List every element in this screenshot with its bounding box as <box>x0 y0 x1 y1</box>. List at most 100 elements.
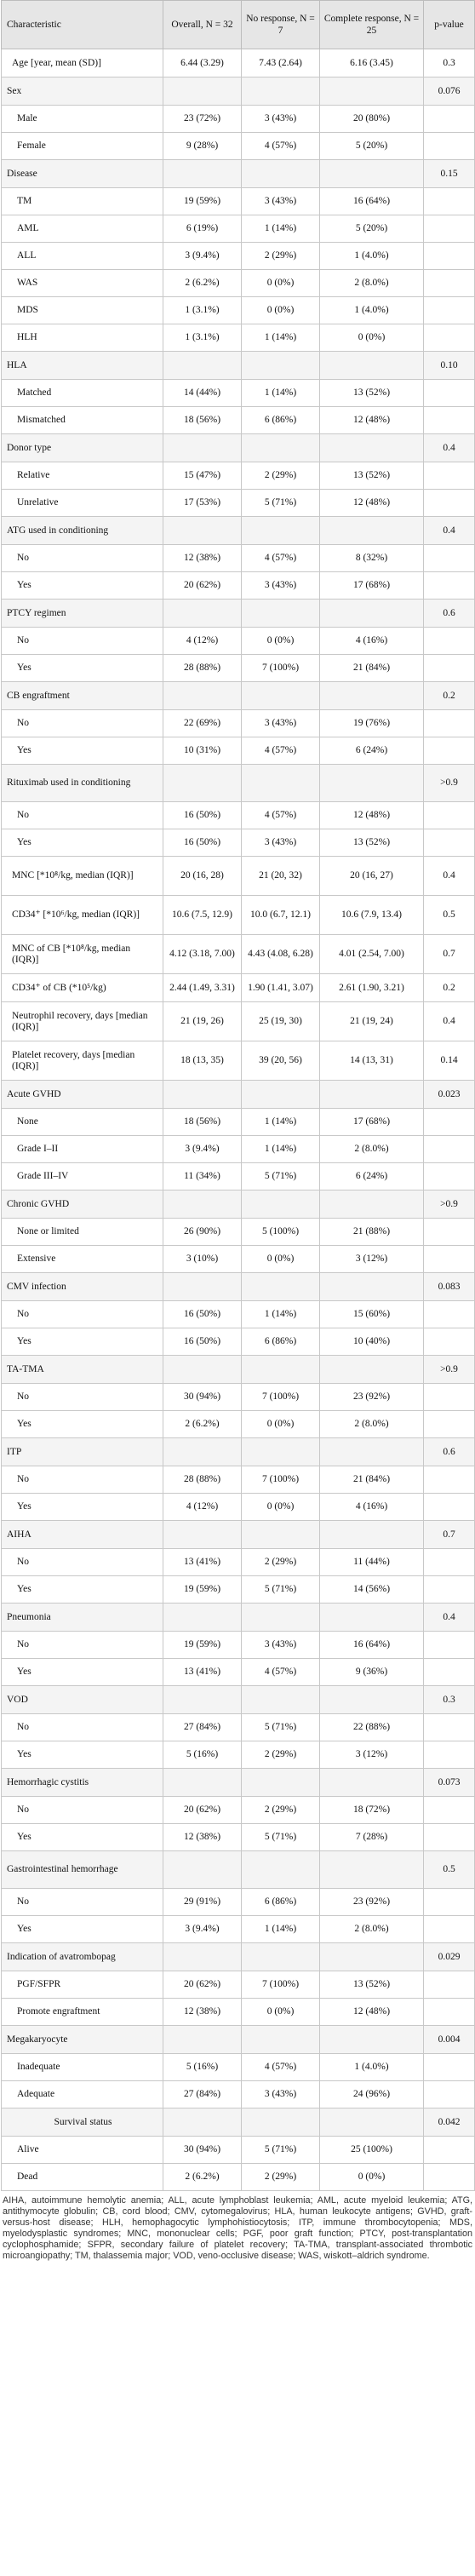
cell-no-response: 4 (57%) <box>241 2053 320 2081</box>
cell-no-response: 0 (0%) <box>241 627 320 655</box>
cell-no-response: 3 (43%) <box>241 187 320 215</box>
cell-overall: 18 (56%) <box>163 406 242 434</box>
table-row: Yes 2 (6.2%) 0 (0%) 2 (8.0%) <box>1 1410 475 1438</box>
cell-overall: 26 (90%) <box>163 1218 242 1246</box>
cell-p-value <box>423 1888 475 1916</box>
cell-overall: 4.12 (3.18, 7.00) <box>163 934 242 974</box>
cell-no-response: 4 (57%) <box>241 544 320 572</box>
cell-p-value <box>423 1575 475 1604</box>
cell-overall: 13 (41%) <box>163 1658 242 1686</box>
cell-no-response: 6 (86%) <box>241 1888 320 1916</box>
table-row: Yes 16 (50%) 6 (86%) 10 (40%) <box>1 1328 475 1356</box>
cell-overall <box>163 159 242 188</box>
table-row: Matched 14 (44%) 1 (14%) 13 (52%) <box>1 379 475 407</box>
cell-overall <box>163 1850 242 1889</box>
cell-overall: 3 (10%) <box>163 1245 242 1273</box>
cell-complete-response <box>319 1603 424 1632</box>
cell-overall: 18 (56%) <box>163 1108 242 1136</box>
cell-overall: 20 (62%) <box>163 1971 242 1999</box>
cell-no-response <box>241 351 320 380</box>
cell-complete-response: 24 (96%) <box>319 2080 424 2108</box>
table-row: Inadequate 5 (16%) 4 (57%) 1 (4.0%) <box>1 2053 475 2081</box>
table-group-row: Indication of avatrombopag 0.029 <box>1 1942 475 1971</box>
cell-characteristic: Matched <box>1 379 163 407</box>
cell-no-response: 10.0 (6.7, 12.1) <box>241 895 320 935</box>
cell-characteristic: WAS <box>1 269 163 297</box>
cell-complete-response: 20 (16, 27) <box>319 856 424 896</box>
cell-overall <box>163 1603 242 1632</box>
cell-no-response <box>241 2025 320 2054</box>
cell-characteristic: Promote engraftment <box>1 1998 163 2026</box>
cell-overall: 28 (88%) <box>163 654 242 682</box>
cell-no-response: 3 (43%) <box>241 105 320 133</box>
cell-characteristic: No <box>1 1300 163 1328</box>
cell-no-response <box>241 516 320 545</box>
cell-p-value <box>423 829 475 857</box>
cell-characteristic: TM <box>1 187 163 215</box>
cell-no-response: 2 (29%) <box>241 462 320 490</box>
cell-p-value <box>423 242 475 270</box>
cell-complete-response: 1 (4.0%) <box>319 2053 424 2081</box>
cell-overall <box>163 1768 242 1797</box>
table-group-row: Pneumonia 0.4 <box>1 1603 475 1632</box>
cell-p-value: 0.076 <box>423 77 475 106</box>
cell-p-value <box>423 1162 475 1190</box>
cell-complete-response: 4 (16%) <box>319 1493 424 1521</box>
table-group-row: Sex 0.076 <box>1 77 475 106</box>
cell-complete-response <box>319 1437 424 1466</box>
table-row: Grade I–II 3 (9.4%) 1 (14%) 2 (8.0%) <box>1 1135 475 1163</box>
table-row: No 28 (88%) 7 (100%) 21 (84%) <box>1 1466 475 1494</box>
cell-characteristic: Disease <box>1 159 163 188</box>
cell-no-response: 1 (14%) <box>241 1300 320 1328</box>
cell-no-response: 7.43 (2.64) <box>241 49 320 77</box>
cell-complete-response: 0 (0%) <box>319 324 424 352</box>
cell-p-value: 0.2 <box>423 973 475 1002</box>
cell-overall: 13 (41%) <box>163 1548 242 1576</box>
cell-p-value <box>423 1108 475 1136</box>
cell-p-value <box>423 1466 475 1494</box>
cell-no-response: 0 (0%) <box>241 296 320 324</box>
cell-no-response: 0 (0%) <box>241 1410 320 1438</box>
table-row: Neutrophil recovery, days [median (IQR)]… <box>1 1001 475 1041</box>
cell-complete-response <box>319 1190 424 1219</box>
cell-characteristic: None or limited <box>1 1218 163 1246</box>
cell-no-response: 5 (71%) <box>241 1575 320 1604</box>
cell-no-response: 4 (57%) <box>241 1658 320 1686</box>
cell-characteristic: No <box>1 627 163 655</box>
cell-complete-response: 3 (12%) <box>319 1741 424 1769</box>
table-row: Yes 5 (16%) 2 (29%) 3 (12%) <box>1 1741 475 1769</box>
cell-characteristic: Yes <box>1 654 163 682</box>
cell-no-response <box>241 1850 320 1889</box>
table-row: No 4 (12%) 0 (0%) 4 (16%) <box>1 627 475 655</box>
cell-characteristic: Yes <box>1 1493 163 1521</box>
table-group-row: Donor type 0.4 <box>1 433 475 462</box>
cell-p-value <box>423 462 475 490</box>
cell-complete-response: 21 (88%) <box>319 1218 424 1246</box>
cell-complete-response <box>319 1850 424 1889</box>
cell-overall <box>163 1190 242 1219</box>
cell-no-response <box>241 1355 320 1384</box>
cell-characteristic: PGF/SFPR <box>1 1971 163 1999</box>
cell-complete-response: 7 (28%) <box>319 1823 424 1851</box>
cell-no-response: 3 (43%) <box>241 829 320 857</box>
cell-overall: 21 (19, 26) <box>163 1001 242 1041</box>
cell-complete-response <box>319 159 424 188</box>
cell-no-response: 3 (43%) <box>241 2080 320 2108</box>
cell-overall: 14 (44%) <box>163 379 242 407</box>
cell-complete-response: 16 (64%) <box>319 1631 424 1659</box>
cell-no-response <box>241 1080 320 1109</box>
table-row: No 27 (84%) 5 (71%) 22 (88%) <box>1 1713 475 1741</box>
table-row: Grade III–IV 11 (34%) 5 (71%) 6 (24%) <box>1 1162 475 1190</box>
cell-complete-response <box>319 681 424 710</box>
cell-p-value <box>423 296 475 324</box>
cell-characteristic: HLH <box>1 324 163 352</box>
cell-characteristic: No <box>1 801 163 829</box>
table-row: No 20 (62%) 2 (29%) 18 (72%) <box>1 1796 475 1824</box>
table-row: Yes 28 (88%) 7 (100%) 21 (84%) <box>1 654 475 682</box>
cell-overall: 19 (59%) <box>163 187 242 215</box>
cell-complete-response: 12 (48%) <box>319 406 424 434</box>
cell-complete-response <box>319 1685 424 1714</box>
table-row: CD34⁺ [*10⁶/kg, median (IQR)] 10.6 (7.5, … <box>1 895 475 935</box>
cell-no-response <box>241 1437 320 1466</box>
cell-no-response <box>241 1768 320 1797</box>
